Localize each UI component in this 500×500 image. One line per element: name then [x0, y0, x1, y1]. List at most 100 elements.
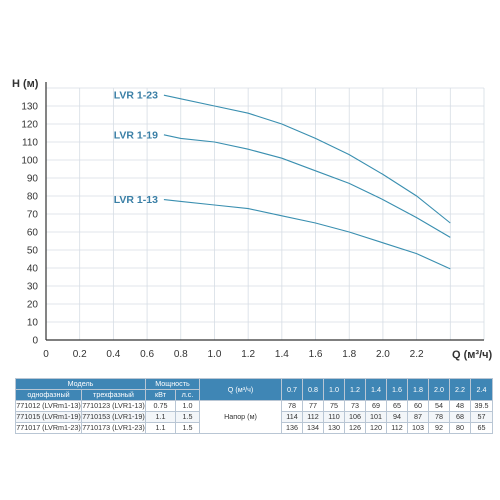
x-tick-label: 1.0 [208, 349, 222, 360]
y-tick-label: 20 [27, 300, 39, 311]
power-kw: 1.1 [145, 422, 176, 434]
x-tick-label: 0.4 [106, 349, 120, 360]
x-tick-label: 1.8 [342, 349, 356, 360]
x-tick-label: 1.6 [309, 349, 323, 360]
y-axis-label: H (м) [12, 78, 39, 90]
head-value: 130 [323, 422, 346, 434]
chart-axes [45, 82, 484, 341]
head-value: 112 [302, 411, 325, 423]
pump-specs-table: Модель Мощность Q (м³/ч) 0.7 0.8 1.0 1.2… [15, 378, 494, 434]
head-value: 92 [428, 422, 451, 434]
head-value: 57 [470, 411, 494, 423]
head-value: 60 [407, 400, 430, 412]
three-phase-model: 7710173 (LVR1-23) [81, 422, 146, 434]
head-value: 114 [281, 411, 304, 423]
y-tick-label: 110 [22, 138, 38, 149]
head-value: 134 [302, 422, 325, 434]
y-tick-label: 100 [21, 156, 38, 167]
power-header: Мощность [144, 378, 201, 390]
head-value: 77 [302, 400, 325, 412]
q-value: 1.6 [386, 378, 409, 401]
x-axis-label: Q (м³/ч) [452, 349, 493, 361]
head-value: 101 [365, 411, 388, 423]
x-tick-label: 0.6 [140, 349, 154, 360]
head-value: 87 [407, 411, 430, 423]
q-value: 1.8 [407, 378, 430, 401]
head-value: 78 [281, 400, 304, 412]
q-value: 0.7 [281, 378, 304, 401]
head-value: 136 [281, 422, 304, 434]
q-header: Q (м³/ч) [199, 378, 283, 401]
hp-header: л.с. [174, 389, 201, 401]
y-tick-label: 60 [27, 228, 39, 239]
x-tick-label: 0 [43, 349, 49, 360]
series-label: LVR 1-23 [114, 90, 158, 102]
head-value: 48 [449, 400, 472, 412]
power-hp: 1.5 [174, 411, 201, 423]
head-value: 73 [344, 400, 367, 412]
pump-performance-chart: 0 0.2 0.4 0.6 0.8 1.0 1.2 1.4 1.6 1.8 2.0 2.2 0 10 20 3… [12, 78, 493, 361]
x-tick-label: 0.2 [73, 349, 87, 360]
q-value: 2.4 [470, 378, 494, 401]
single-phase-model: 771012 (LVRm1-13) [15, 400, 82, 412]
chart-series: LVR 1-23 LVR 1-19 LVR 1-13 [114, 90, 451, 270]
y-tick-label: 40 [27, 264, 39, 275]
head-value: 94 [386, 411, 409, 423]
model-header: Модель [15, 378, 146, 390]
head-value: 120 [365, 422, 388, 434]
q-value: 1.4 [365, 378, 388, 401]
y-tick-label: 130 [21, 102, 38, 113]
q-value: 2.2 [449, 378, 472, 401]
head-value: 65 [386, 400, 409, 412]
y-tick-label: 30 [27, 282, 39, 293]
head-value: 65 [470, 422, 494, 434]
x-tick-label: 1.4 [275, 349, 289, 360]
y-tick-label: 0 [32, 336, 38, 347]
head-value: 80 [449, 422, 472, 434]
three-phase-header: трехфазный [81, 389, 146, 401]
table-row: 771017 (LVRm1-23) 7710173 (LVR1-23) 1.1 … [15, 422, 494, 434]
power-kw: 0.75 [145, 400, 176, 412]
chart-tick-labels: 0 0.2 0.4 0.6 0.8 1.0 1.2 1.4 1.6 1.8 2.0 2.2 0 10 20 3… [21, 102, 424, 361]
head-value: 78 [428, 411, 451, 423]
kw-header: кВт [145, 389, 176, 401]
head-label: Напор (м) [199, 400, 283, 434]
head-value: 112 [386, 422, 409, 434]
chart-grid [46, 87, 485, 340]
y-tick-label: 70 [27, 210, 39, 221]
power-kw: 1.1 [145, 411, 176, 423]
head-value: 54 [428, 400, 451, 412]
y-tick-label: 10 [27, 318, 39, 329]
head-value: 39.5 [470, 400, 494, 412]
single-phase-header: однофазный [15, 389, 82, 401]
y-tick-label: 120 [21, 120, 38, 131]
series-label: LVR 1-19 [114, 129, 158, 141]
single-phase-model: 771015 (LVRm1-19) [15, 411, 82, 423]
q-value: 1.2 [344, 378, 367, 401]
head-value: 103 [407, 422, 430, 434]
series-line [163, 94, 451, 224]
q-value: 2.0 [428, 378, 451, 401]
series-line [163, 199, 451, 270]
x-tick-label: 0.8 [174, 349, 188, 360]
head-value: 106 [344, 411, 367, 423]
single-phase-model: 771017 (LVRm1-23) [15, 422, 82, 434]
three-phase-model: 7710153 (LVR1-19) [81, 411, 146, 423]
y-tick-label: 80 [27, 192, 39, 203]
head-value: 75 [323, 400, 346, 412]
three-phase-model: 7710123 (LVR1-13) [81, 400, 146, 412]
power-hp: 1.5 [174, 422, 201, 434]
head-value: 68 [449, 411, 472, 423]
head-value: 69 [365, 400, 388, 412]
y-tick-label: 50 [27, 246, 39, 257]
series-line [163, 134, 451, 238]
power-hp: 1.0 [174, 400, 201, 412]
head-value: 126 [344, 422, 367, 434]
y-tick-label: 90 [27, 174, 39, 185]
x-tick-label: 1.2 [241, 349, 255, 360]
q-value: 1.0 [323, 378, 346, 401]
head-value: 110 [323, 411, 346, 423]
series-label: LVR 1-13 [114, 194, 158, 206]
table-row: 771012 (LVRm1-13) 7710123 (LVR1-13) 0.75… [15, 400, 494, 434]
q-value: 0.8 [302, 378, 325, 401]
